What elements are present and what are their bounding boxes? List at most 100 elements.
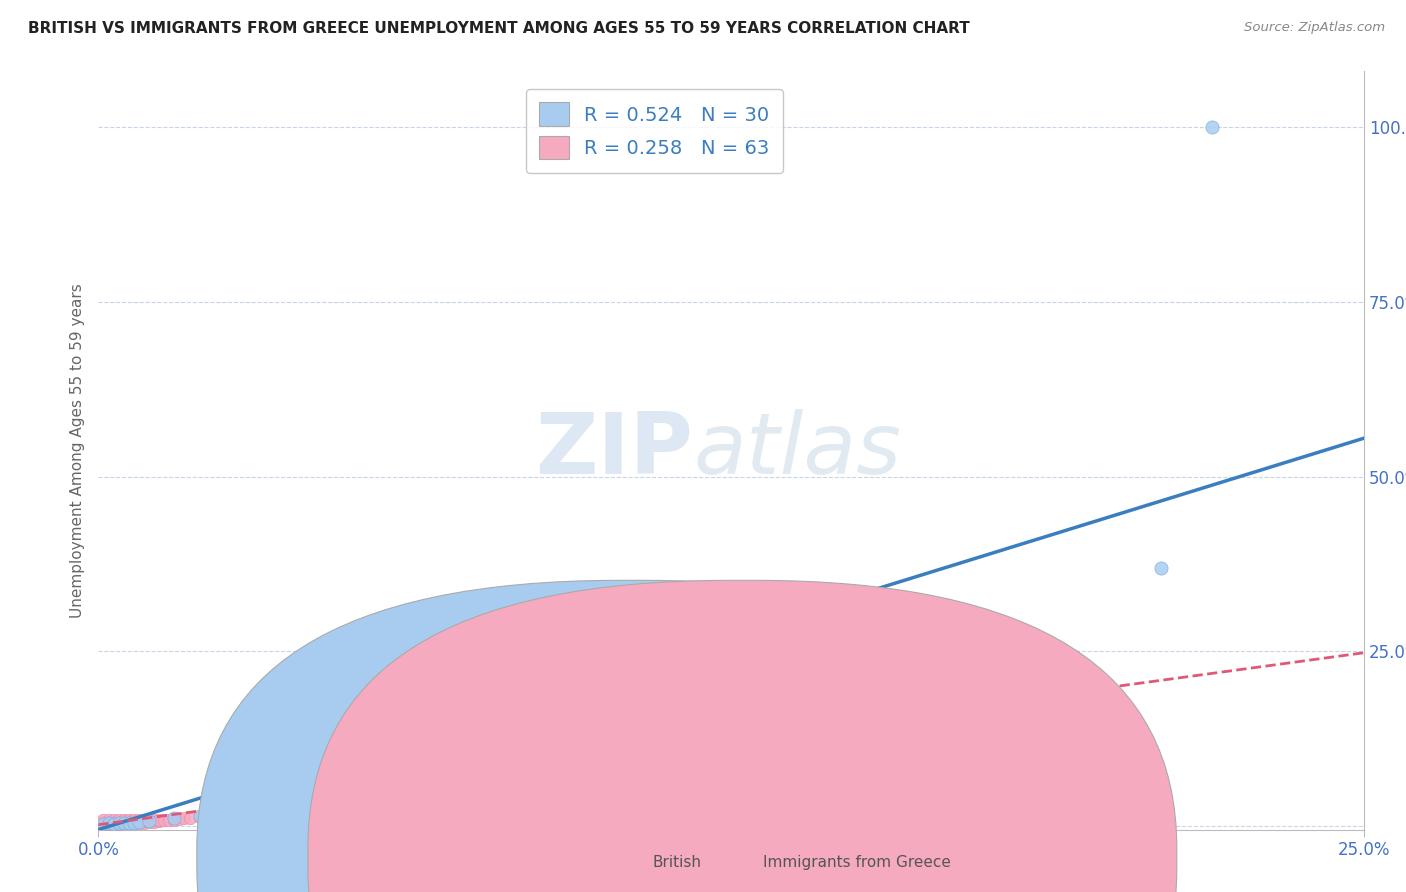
Point [122,815,145,830]
Point [93,814,115,829]
Text: British: British [652,855,702,870]
Point [107,817,129,831]
Text: BRITISH VS IMMIGRANTS FROM GREECE UNEMPLOYMENT AMONG AGES 55 TO 59 YEARS CORRELA: BRITISH VS IMMIGRANTS FROM GREECE UNEMPL… [28,21,970,36]
Text: ZIP: ZIP [536,409,693,492]
Point [264,805,287,820]
Point [112,814,135,829]
Point [173,811,195,825]
Text: atlas: atlas [693,409,901,492]
Point [143,813,166,827]
Point [517,801,540,815]
Point [148,814,170,829]
Point [745,682,768,697]
Point [391,763,413,777]
Point [163,811,186,825]
Point [644,785,666,799]
Point [169,812,191,826]
Point [148,813,170,827]
Point [118,816,141,830]
Point [112,816,135,830]
Point [143,814,166,829]
Point [138,814,160,829]
Point [138,814,160,829]
Point [118,816,141,830]
Point [391,801,413,815]
Point [93,817,115,831]
Point [264,799,287,814]
Point [107,815,129,830]
Point [290,805,312,819]
Point [644,602,666,616]
Point [441,711,464,725]
Point [340,802,363,816]
Point [97,815,120,830]
Point [132,813,155,827]
Point [441,788,464,802]
Point [128,815,150,830]
Point [467,749,489,764]
Point [208,808,231,822]
Point [112,813,135,827]
Legend: R = 0.524   N = 30, R = 0.258   N = 63: R = 0.524 N = 30, R = 0.258 N = 63 [526,88,783,173]
Point [122,813,145,827]
Point [1201,120,1223,135]
Point [103,817,125,831]
FancyBboxPatch shape [197,581,1066,892]
Point [1024,728,1046,742]
Point [112,816,135,830]
Point [112,815,135,830]
Point [93,816,115,830]
Point [107,814,129,829]
Point [188,808,211,822]
Point [132,814,155,829]
Text: Immigrants from Greece: Immigrants from Greece [763,855,952,870]
Point [138,814,160,828]
Point [93,815,115,830]
Text: Source: ZipAtlas.com: Source: ZipAtlas.com [1244,21,1385,34]
Point [103,815,125,830]
Point [128,813,150,827]
Point [103,814,125,829]
Point [118,815,141,830]
Point [97,814,120,829]
Y-axis label: Unemployment Among Ages 55 to 59 years: Unemployment Among Ages 55 to 59 years [69,283,84,618]
Point [492,724,515,739]
Point [239,807,262,822]
Point [340,777,363,791]
Point [821,711,844,725]
Point [163,813,186,827]
Point [97,816,120,830]
Point [132,815,155,830]
Point [93,817,115,831]
Point [118,813,141,827]
Point [97,816,120,830]
Point [93,814,115,828]
Point [103,817,125,831]
Point [103,814,125,828]
Point [214,806,236,821]
Point [157,813,180,827]
Point [179,811,201,825]
Point [122,814,145,829]
Point [198,809,221,823]
Point [128,814,150,829]
Point [568,749,591,764]
Point [97,817,120,831]
Point [122,816,145,830]
Point [695,585,717,599]
Point [922,717,945,731]
Point [872,711,894,725]
Point [107,815,129,830]
FancyBboxPatch shape [308,581,1177,892]
Point [366,739,388,753]
Point [118,814,141,829]
Point [97,814,120,828]
Point [224,808,246,822]
Point [973,735,995,749]
Point [112,814,135,829]
Point [153,814,176,828]
Point [128,814,150,829]
Point [188,810,211,824]
Point [568,693,591,707]
Point [103,816,125,830]
